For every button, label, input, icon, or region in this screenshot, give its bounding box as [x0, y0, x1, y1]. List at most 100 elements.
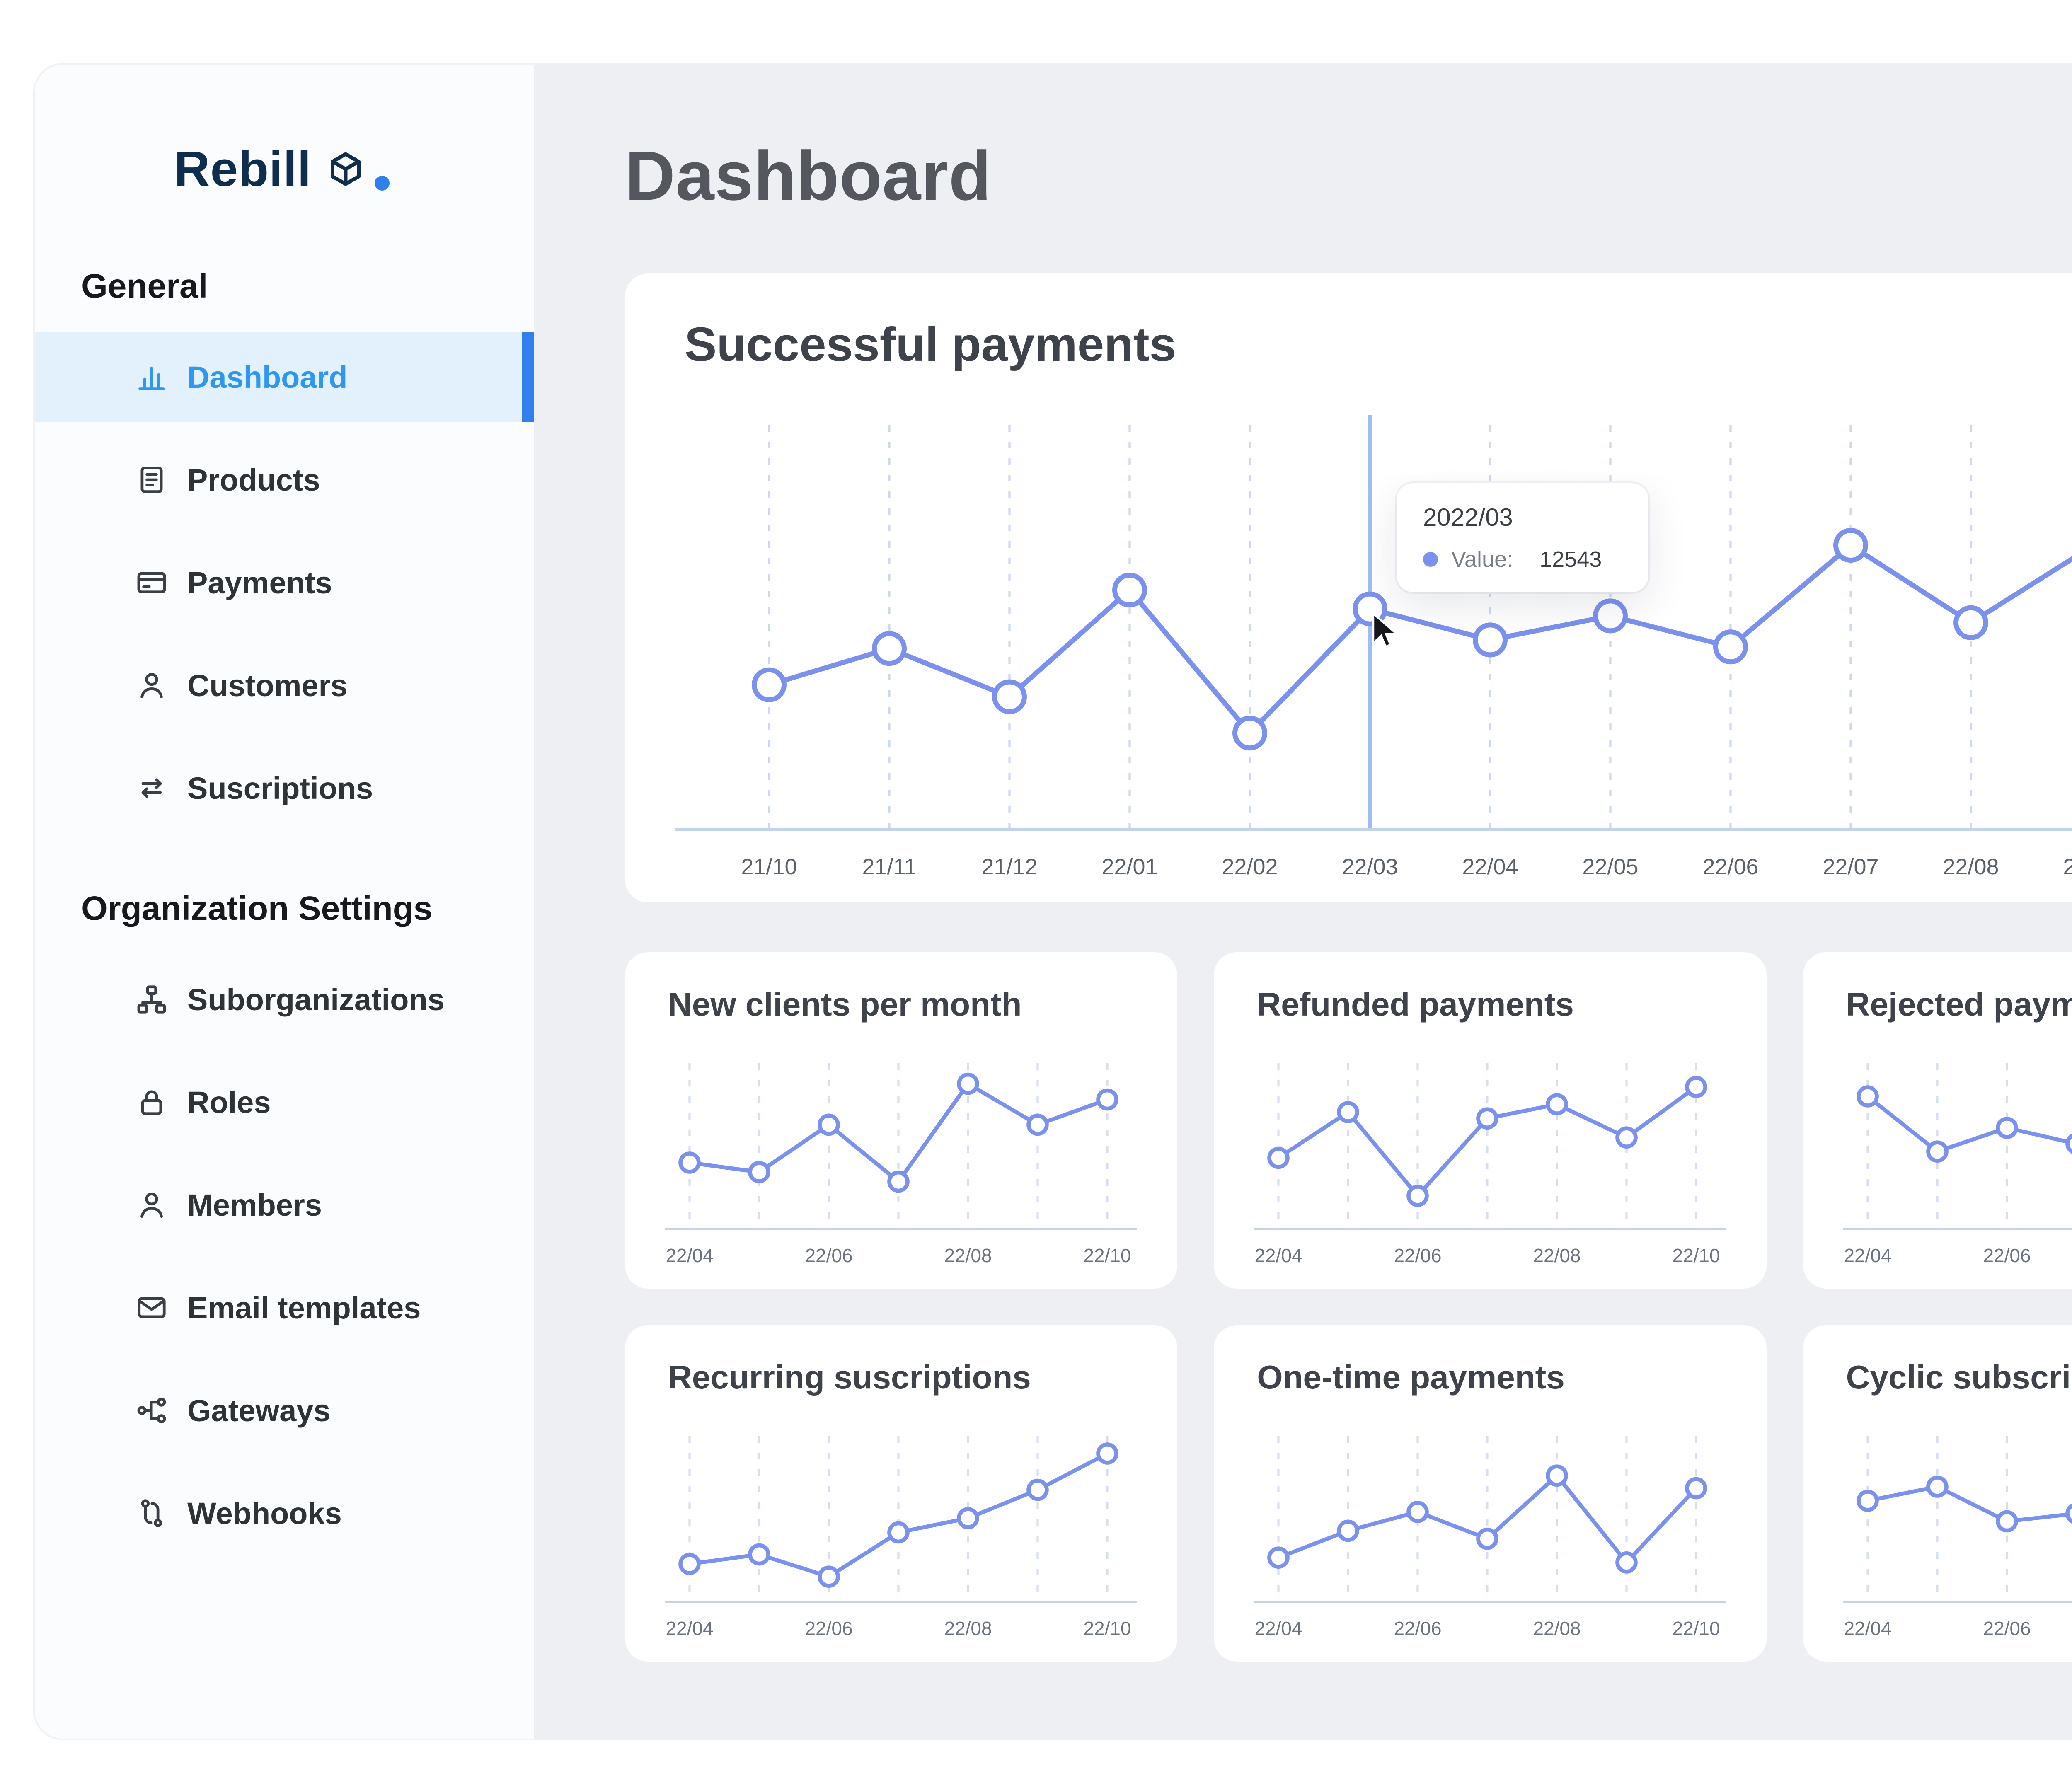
new-clients-per-month-chart: 22/04 22/06 22/08 22/10 [665, 1063, 1137, 1266]
card-title: Rejected payments [1846, 986, 2072, 1023]
svg-text:22/03: 22/03 [1342, 854, 1398, 879]
svg-text:22/05: 22/05 [1582, 854, 1638, 879]
svg-text:22/08: 22/08 [1533, 1245, 1581, 1266]
card-title: New clients per month [668, 986, 1022, 1023]
one-time-payments-chart: 22/04 22/06 22/08 22/10 [1254, 1436, 1726, 1639]
chart-tooltip: 2022/03 Value: 12543 [1397, 483, 1648, 592]
logo: Rebill [174, 144, 534, 194]
logo-box-icon [323, 147, 368, 191]
refunded-payments-chart: 22/04 22/06 22/08 22/10 [1254, 1063, 1726, 1266]
sidebar-item-payments[interactable]: Payments [35, 538, 534, 627]
sidebar-item-label: Products [187, 462, 320, 497]
sidebar-item-suscriptions[interactable]: Suscriptions [35, 743, 534, 833]
app-window: Rebill General Dashboard Products Payments C… [33, 63, 2072, 1740]
sidebar-item-label: Webhooks [187, 1496, 342, 1531]
successful-payments-line-chart[interactable]: 21/10 21/11 21/12 22/01 22/02 22/03 22/04 22/05… [675, 382, 2072, 883]
svg-text:22/10: 22/10 [1673, 1245, 1720, 1266]
svg-text:22/04: 22/04 [666, 1245, 713, 1266]
svg-text:22/04: 22/04 [1844, 1618, 1891, 1639]
sidebar-item-suborganizations[interactable]: Suborganizations [35, 955, 534, 1044]
successful-payments-card: Successful payments 21/10 21/11 21/12 22/01… [625, 273, 2072, 902]
svg-text:21/12: 21/12 [981, 854, 1037, 879]
svg-text:22/10: 22/10 [1083, 1245, 1131, 1266]
tooltip-row: Value: 12543 [1423, 547, 1622, 572]
sidebar-item-label: Payments [187, 565, 332, 600]
sidebar-item-label: Email templates [187, 1290, 421, 1325]
mini-charts-grid: New clients per month 22/04 22/06 22/08 22/1… [625, 952, 2072, 1662]
svg-text:22/04: 22/04 [1255, 1618, 1302, 1639]
chart-title: Successful payments [685, 317, 1176, 371]
svg-text:22/06: 22/06 [1983, 1618, 2031, 1639]
svg-text:22/04: 22/04 [1255, 1245, 1302, 1266]
refunded-payments-card: Refunded payments 22/04 22/06 22/08 22/10 [1214, 952, 1767, 1289]
successful-payments-chart[interactable]: 21/10 21/11 21/12 22/01 22/02 22/03 22/04 22/05… [675, 382, 2072, 883]
sidebar-item-label: Roles [187, 1085, 271, 1120]
card-title: Refunded payments [1257, 986, 1574, 1023]
page-title: Dashboard [625, 136, 992, 215]
sidebar-item-roles[interactable]: Roles [35, 1057, 534, 1147]
sidebar-item-label: Dashboard [187, 360, 348, 394]
main-header: Dashboard [625, 131, 2072, 220]
svg-text:22/04: 22/04 [1462, 854, 1518, 879]
tooltip-series-dot-icon [1423, 552, 1438, 567]
sidebar-item-dashboard[interactable]: Dashboard [35, 332, 534, 422]
logo-text: Rebill [174, 141, 312, 197]
svg-text:22/09: 22/09 [2063, 854, 2072, 879]
sidebar-item-label: Suborganizations [187, 982, 445, 1017]
roles-icon [134, 1085, 169, 1120]
tooltip-date: 2022/03 [1423, 503, 1513, 531]
svg-text:22/01: 22/01 [1101, 854, 1157, 879]
gateways-icon [134, 1393, 169, 1428]
svg-text:22/06: 22/06 [805, 1245, 852, 1266]
sidebar-item-label: Customers [187, 668, 348, 703]
sidebar-item-label: Suscriptions [187, 771, 373, 806]
card-title: One-time payments [1257, 1359, 1565, 1396]
dashboard-icon [134, 360, 169, 394]
tooltip-label: Value: [1451, 547, 1513, 572]
card-title: Cyclic subscriptions [1846, 1359, 2072, 1396]
svg-text:22/08: 22/08 [1533, 1618, 1581, 1639]
sidebar-item-gateways[interactable]: Gateways [35, 1366, 534, 1455]
sidebar-item-products[interactable]: Products [35, 435, 534, 525]
sidebar-nav: General Dashboard Products Payments Customer… [35, 267, 534, 1558]
recurring-suscriptions-card: Recurring suscriptions 22/04 22/06 22/08 22/… [625, 1325, 1178, 1662]
svg-text:22/06: 22/06 [1394, 1618, 1442, 1639]
products-icon [134, 462, 169, 497]
main-content: Dashboard Successful payments 21/10 21/11… [535, 65, 2072, 1739]
svg-text:21/11: 21/11 [862, 854, 916, 879]
sidebar-item-webhooks[interactable]: Webhooks [35, 1468, 534, 1558]
svg-text:22/10: 22/10 [1083, 1618, 1131, 1639]
sidebar-item-email-templates[interactable]: Email templates [35, 1263, 534, 1352]
one-time-payments-card: One-time payments 22/04 22/06 22/08 22/10 [1214, 1325, 1767, 1662]
svg-text:22/08: 22/08 [944, 1618, 992, 1639]
webhooks-icon [134, 1496, 169, 1531]
svg-text:22/04: 22/04 [666, 1618, 713, 1639]
svg-text:22/06: 22/06 [1394, 1245, 1442, 1266]
sidebar-section-heading-organization-settings: Organization Settings [81, 890, 433, 927]
suborganizations-icon [134, 982, 169, 1017]
tooltip-value: 12543 [1539, 547, 1602, 572]
sidebar-item-label: Gateways [187, 1393, 331, 1428]
sidebar-item-label: Members [187, 1188, 322, 1222]
customers-icon [134, 668, 169, 703]
svg-text:22/06: 22/06 [1702, 854, 1758, 879]
svg-text:22/07: 22/07 [1823, 854, 1878, 879]
logo-dot-icon [374, 176, 390, 191]
svg-text:22/10: 22/10 [1673, 1618, 1720, 1639]
email-icon [134, 1290, 169, 1325]
svg-text:22/06: 22/06 [805, 1618, 852, 1639]
subscriptions-icon [134, 771, 169, 806]
svg-text:22/08: 22/08 [1943, 854, 1999, 879]
sidebar-item-customers[interactable]: Customers [35, 641, 534, 730]
recurring-suscriptions-chart: 22/04 22/06 22/08 22/10 [665, 1436, 1137, 1639]
sidebar-section-heading-general: General [81, 267, 208, 305]
svg-text:22/06: 22/06 [1983, 1245, 2031, 1266]
new-clients-per-month-card: New clients per month 22/04 22/06 22/08 22/1… [625, 952, 1178, 1289]
sidebar-item-members[interactable]: Members [35, 1160, 534, 1250]
members-icon [134, 1188, 169, 1222]
